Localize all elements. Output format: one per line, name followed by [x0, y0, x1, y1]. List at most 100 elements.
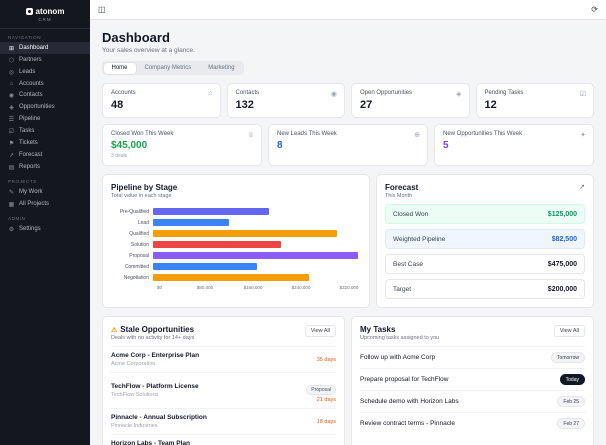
checklist-icon: ☑	[579, 91, 586, 98]
page-title: Dashboard	[102, 30, 170, 45]
reports-icon: ▤	[8, 164, 15, 171]
sidebar-section-label: Admin	[8, 216, 26, 221]
sidebar-toggle-icon[interactable]: ◫	[98, 4, 106, 14]
chart-bar	[153, 273, 309, 282]
my-work-icon: ✎	[8, 189, 15, 196]
sidebar-item-reports[interactable]: ▤ Reports	[0, 161, 90, 173]
chart-category-label: Negotiation	[123, 274, 149, 281]
tasks-view-all-button[interactable]: View All	[553, 325, 585, 337]
stale-list-item[interactable]: Acme Corp - Enterprise Plan Acme Corporat…	[111, 346, 336, 372]
stale-item-meta: Proposal 21 days	[306, 378, 336, 403]
settings-icon: ⚙	[8, 226, 15, 233]
task-list-item[interactable]: Follow up with Acme Corp Tomorrow	[360, 346, 585, 368]
task-list-item[interactable]: Prepare proposal for TechFlow Today	[360, 368, 585, 390]
page-subtitle: Your sales overview at a glance.	[102, 47, 195, 54]
sidebar-item-pipeline[interactable]: ☰ Pipeline	[0, 113, 90, 125]
chart-bar	[153, 262, 257, 271]
task-title: Review contract terms - Pinnacle	[360, 420, 456, 427]
forecast-label: Target	[393, 285, 412, 293]
tab-company-metrics[interactable]: Company Metrics	[144, 65, 192, 71]
weekly-value: 8	[277, 140, 283, 151]
partners-icon: ⬡	[8, 57, 15, 64]
sidebar-item-leads[interactable]: ◎ Leads	[0, 66, 90, 78]
chart-axis-tick: $160,000	[243, 285, 263, 290]
tab-home[interactable]: Home	[103, 62, 136, 74]
task-title: Follow up with Acme Corp	[360, 354, 436, 361]
sidebar-item-my-work[interactable]: ✎ My Work	[0, 186, 90, 198]
chart-bar	[153, 218, 230, 227]
pipeline-subtitle: Total value in each stage	[111, 193, 172, 199]
dashboard-icon: ⊞	[8, 45, 15, 52]
stat-card-accounts: Accounts 48 ⌂	[102, 83, 221, 118]
stale-item-info: Horizon Labs - Team PlanHorizon Labs	[111, 440, 190, 445]
sidebar-item-label: Settings	[19, 226, 41, 232]
sidebar-item-label: Opportunities	[19, 104, 55, 110]
sidebar-item-opportunities[interactable]: ◈ Opportunities	[0, 101, 90, 113]
chart-axis-tick: $0	[157, 285, 163, 290]
chart-bar-area	[153, 251, 361, 260]
stale-item-meta: 18 days	[317, 418, 336, 425]
pipeline-by-stage-card: Pipeline by Stage Total value in each st…	[102, 174, 370, 308]
refresh-icon[interactable]: ⟳	[591, 4, 598, 14]
stale-view-all-button[interactable]: View All	[304, 325, 336, 337]
forecast-icon: ↗	[8, 152, 15, 159]
opportunity-name: Acme Corp - Enterprise Plan	[111, 352, 200, 359]
stale-item-info: TechFlow - Platform License TechFlow Solu…	[111, 383, 199, 398]
task-list-item[interactable]: Schedule demo with Horizon Labs Feb 25	[360, 390, 585, 412]
forecast-card: Forecast This Month ↗ Closed Won $125,000…	[376, 174, 594, 308]
stale-item-info: Pinnacle - Annual Subscription Pinnacle I…	[111, 414, 207, 429]
logo-text: atonom	[35, 7, 65, 16]
sidebar-item-settings[interactable]: ⚙ Settings	[0, 223, 90, 235]
chart-axis-tick: $320,000	[339, 285, 359, 290]
weekly-label: New Leads This Week	[277, 131, 337, 137]
stale-list-item[interactable]: Horizon Labs - Team PlanHorizon Labs15 d…	[111, 433, 336, 445]
stat-card-pending-tasks: Pending Tasks 12 ☑	[475, 83, 594, 118]
stat-label: Pending Tasks	[484, 90, 524, 96]
opportunity-name: Horizon Labs - Team Plan	[111, 439, 190, 445]
chart-row-lead: Lead	[111, 217, 361, 228]
chart-category-label: Solution	[130, 241, 149, 248]
warning-icon: ⚠	[111, 327, 118, 334]
chart-bar-area	[153, 240, 361, 249]
forecast-value: $125,000	[547, 210, 577, 218]
tasks-subtitle: Upcoming tasks assigned to you	[360, 335, 440, 341]
sidebar-item-label: Leads	[19, 69, 36, 75]
stat-label: Accounts	[111, 90, 136, 96]
chart-axis-tick: $80,000	[196, 285, 214, 290]
tasks-list: Follow up with Acme Corp Tomorrow Prepare …	[360, 346, 585, 434]
stat-value: 27	[360, 99, 373, 111]
person-icon: ◉	[330, 91, 337, 98]
tab-marketing[interactable]: Marketing	[208, 65, 235, 71]
user-plus-icon: ⊕	[414, 132, 420, 139]
sidebar-item-dashboard[interactable]: ⊞ Dashboard	[0, 42, 90, 54]
due-date-badge: Feb 27	[557, 418, 585, 429]
chart-axis-tick: $240,000	[291, 285, 311, 290]
sidebar-item-tickets[interactable]: ⚑ Tickets	[0, 137, 90, 149]
sidebar-item-accounts[interactable]: ⌂ Accounts	[0, 78, 90, 89]
task-list-item[interactable]: Review contract terms - Pinnacle Feb 27	[360, 412, 585, 434]
sidebar-item-tasks[interactable]: ☑ Tasks	[0, 125, 90, 137]
due-date-badge: Tomorrow	[551, 352, 585, 363]
sidebar-item-label: All Projects	[19, 201, 50, 207]
stat-value: 48	[111, 99, 124, 111]
tasks-icon: ☑	[8, 128, 15, 135]
sidebar-item-contacts[interactable]: ◉ Contacts	[0, 89, 90, 101]
sidebar-item-label: Partners	[19, 57, 42, 63]
logo-subtext: CRM	[38, 17, 52, 22]
opportunity-company: Acme Corporation	[111, 360, 156, 367]
sidebar-item-all-projects[interactable]: ▦ All Projects	[0, 198, 90, 210]
sidebar-item-partners[interactable]: ⬡ Partners	[0, 54, 90, 66]
forecast-value: $475,000	[547, 260, 577, 268]
sidebar-item-forecast[interactable]: ↗ Forecast	[0, 149, 90, 161]
forecast-label: Best Case	[393, 260, 423, 268]
weekly-card-closed-won-this-week: Closed Won This Week $45,000 3 deals ♕	[102, 124, 262, 166]
chart-bar	[153, 207, 270, 216]
chart-row-solution: Solution	[111, 239, 361, 250]
stale-subtitle: Deals with no activity for 14+ days	[111, 335, 195, 341]
stat-label: Open Opportunities	[360, 90, 413, 96]
stale-item-info: Acme Corp - Enterprise Plan Acme Corporat…	[111, 352, 199, 367]
stale-list-item[interactable]: Pinnacle - Annual Subscription Pinnacle I…	[111, 408, 336, 434]
contacts-icon: ◉	[8, 92, 15, 99]
opportunities-icon: ◈	[9, 104, 14, 111]
stale-list-item[interactable]: TechFlow - Platform License TechFlow Solu…	[111, 371, 336, 409]
